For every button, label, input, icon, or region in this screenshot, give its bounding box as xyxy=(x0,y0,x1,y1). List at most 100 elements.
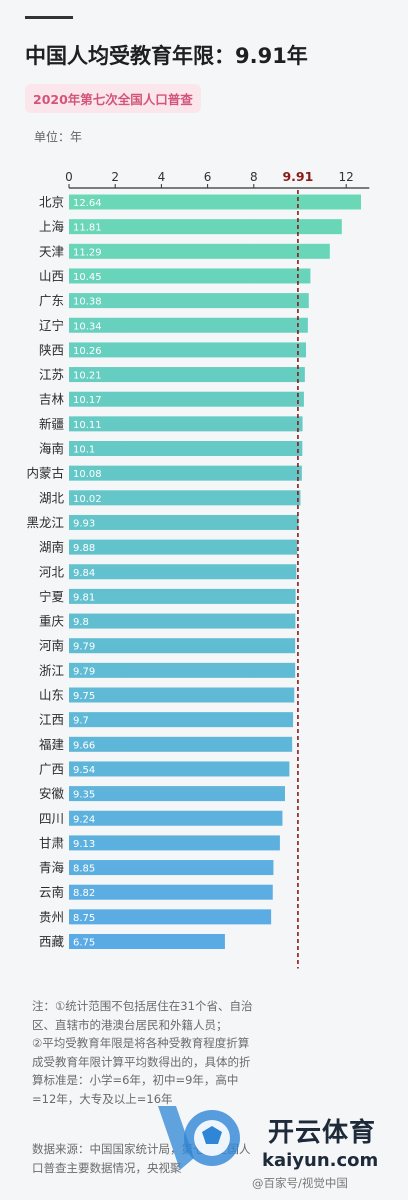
bar xyxy=(69,342,307,358)
bar xyxy=(69,934,225,949)
subtitle-badge: 2020年第七次全国人口普查 xyxy=(25,84,201,113)
province-label: 上海 xyxy=(39,219,65,234)
province-label: 湖南 xyxy=(39,540,64,555)
province-label: 陕西 xyxy=(39,342,64,357)
bar-value-label: 9.75 xyxy=(73,691,95,702)
province-label: 四川 xyxy=(39,811,64,826)
province-label: 云南 xyxy=(39,885,64,900)
bar xyxy=(69,860,274,876)
bar xyxy=(69,884,273,900)
bar xyxy=(69,243,330,259)
bar-value-label: 10.08 xyxy=(73,469,102,480)
bar-value-label: 9.88 xyxy=(73,543,95,554)
bar xyxy=(69,662,296,678)
top-rule xyxy=(25,16,73,19)
watermark-url: kaiyun.com xyxy=(262,1150,379,1171)
bar-value-label: 10.11 xyxy=(73,420,102,431)
province-label: 黑龙江 xyxy=(26,515,64,530)
bar xyxy=(69,367,305,383)
bar-value-label: 9.8 xyxy=(73,617,89,628)
bar xyxy=(69,416,303,432)
bar xyxy=(69,293,309,309)
watermark-credit: @百家号/视觉中国 xyxy=(252,1176,348,1190)
province-label: 新疆 xyxy=(39,416,64,431)
bar-value-label: 10.26 xyxy=(73,346,102,357)
province-label: 青海 xyxy=(39,860,65,875)
bar-value-label: 10.34 xyxy=(73,321,102,332)
province-label: 宁夏 xyxy=(39,589,65,604)
bar xyxy=(69,564,297,580)
province-label: 山西 xyxy=(39,268,64,283)
province-label: 河北 xyxy=(39,564,65,579)
province-label: 山东 xyxy=(39,688,64,703)
bar xyxy=(69,687,295,703)
x-tick-label: 8 xyxy=(250,170,258,184)
bar-value-label: 10.21 xyxy=(73,371,102,382)
bar xyxy=(69,761,290,777)
bar-value-label: 9.79 xyxy=(73,666,95,677)
bar xyxy=(69,835,280,851)
bar xyxy=(69,539,298,555)
bar xyxy=(69,465,302,481)
province-label: 湖北 xyxy=(39,490,65,505)
x-tick-label: 6 xyxy=(204,170,212,184)
bar-value-label: 9.81 xyxy=(73,592,95,603)
bar xyxy=(69,712,294,728)
bar-value-label: 9.7 xyxy=(73,716,89,727)
bar-value-label: 10.45 xyxy=(73,272,102,283)
province-label: 辽宁 xyxy=(39,318,64,333)
province-label: 广东 xyxy=(39,293,64,308)
bar xyxy=(69,588,296,604)
bar-value-label: 9.24 xyxy=(73,814,95,825)
x-tick-label: 4 xyxy=(158,170,166,184)
bar-value-label: 9.84 xyxy=(73,568,95,579)
bar-value-label: 11.29 xyxy=(73,247,102,258)
province-label: 甘肃 xyxy=(39,835,64,850)
bar xyxy=(69,613,296,629)
bar xyxy=(69,317,308,333)
bar-value-label: 10.38 xyxy=(73,297,102,308)
province-label: 河南 xyxy=(39,638,64,653)
bar-value-label: 10.02 xyxy=(73,494,102,505)
x-tick-label: 0 xyxy=(65,170,73,184)
province-label: 贵州 xyxy=(39,909,64,924)
bar xyxy=(69,441,303,456)
average-reference-label: 9.91 xyxy=(282,169,313,184)
province-label: 浙江 xyxy=(39,663,64,678)
bar xyxy=(69,268,311,284)
bar xyxy=(69,514,299,530)
bar-value-label: 9.13 xyxy=(73,839,95,850)
bar-value-label: 9.93 xyxy=(73,518,95,529)
bar-value-label: 11.81 xyxy=(73,223,102,234)
province-label: 西藏 xyxy=(39,934,65,949)
x-tick-label: 12 xyxy=(339,170,354,184)
bar-value-label: 8.85 xyxy=(73,864,95,875)
note-1: 注：①统计范围不包括居住在31个省、自治区、直辖市的港澳台居民和外籍人员； xyxy=(32,999,253,1032)
province-label: 江苏 xyxy=(39,367,64,382)
bar xyxy=(69,736,293,752)
bar xyxy=(69,810,283,826)
bar-value-label: 9.35 xyxy=(73,790,95,801)
province-label: 广西 xyxy=(39,761,64,776)
bar-value-label: 12.64 xyxy=(73,198,102,209)
unit-label: 单位：年 xyxy=(34,130,83,144)
page-title: 中国人均受教育年限：9.91年 xyxy=(25,44,308,68)
bar xyxy=(69,194,361,210)
province-label: 海南 xyxy=(39,441,64,456)
bar xyxy=(69,909,272,925)
province-label: 安徽 xyxy=(39,786,65,801)
bar-value-label: 6.75 xyxy=(73,938,95,949)
bar-value-label: 9.66 xyxy=(73,740,95,751)
province-label: 北京 xyxy=(39,195,64,210)
province-label: 江西 xyxy=(39,712,64,727)
province-label: 福建 xyxy=(39,737,65,752)
note-2: ②平均受教育年限是将各种受教育程度折算成受教育年限计算平均数得出的，具体的折算标… xyxy=(32,1036,251,1106)
watermark-logo xyxy=(150,1098,260,1182)
bar-value-label: 10.1 xyxy=(73,445,95,456)
bar-value-label: 9.54 xyxy=(73,765,95,776)
bar-value-label: 8.75 xyxy=(73,913,95,924)
notes: 注：①统计范围不包括居住在31个省、自治区、直辖市的港澳台居民和外籍人员； ②平… xyxy=(32,997,254,1108)
province-label: 重庆 xyxy=(39,614,65,629)
watermark-brand: 开云体育 xyxy=(268,1118,377,1148)
bar xyxy=(69,786,285,802)
